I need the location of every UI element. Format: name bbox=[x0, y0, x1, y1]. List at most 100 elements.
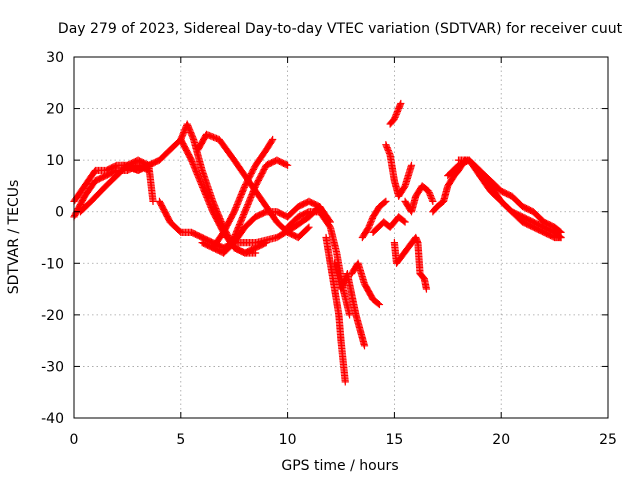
data-point bbox=[147, 160, 156, 168]
data-point bbox=[498, 188, 507, 196]
data-point bbox=[273, 208, 281, 216]
y-tick-label: -40 bbox=[41, 411, 64, 427]
data-point bbox=[194, 231, 202, 240]
data-point bbox=[296, 202, 304, 210]
data-point bbox=[187, 228, 196, 236]
data-point bbox=[195, 232, 204, 240]
data-point bbox=[95, 175, 103, 183]
series-track-m bbox=[330, 259, 369, 350]
y-tick-label: -20 bbox=[41, 308, 64, 324]
data-point bbox=[258, 210, 266, 218]
data-point bbox=[253, 212, 261, 220]
data-point bbox=[505, 191, 513, 199]
data-point bbox=[284, 161, 292, 169]
series-track-v bbox=[444, 156, 565, 236]
data-point bbox=[429, 197, 437, 205]
data-point bbox=[145, 161, 153, 169]
data-point bbox=[110, 162, 118, 171]
data-point bbox=[187, 155, 195, 163]
data-point bbox=[300, 200, 308, 208]
data-point bbox=[297, 201, 305, 209]
data-point bbox=[197, 233, 205, 241]
data-point bbox=[246, 246, 254, 254]
data-point bbox=[400, 183, 408, 191]
data-point bbox=[360, 342, 369, 350]
data-point bbox=[201, 240, 209, 248]
data-point bbox=[198, 239, 206, 247]
data-point bbox=[296, 212, 304, 220]
data-point bbox=[497, 187, 505, 195]
data-point bbox=[237, 247, 245, 255]
data-point bbox=[274, 157, 282, 165]
data-point bbox=[141, 163, 149, 171]
data-point bbox=[150, 159, 158, 167]
data-point bbox=[534, 226, 543, 234]
data-point bbox=[541, 229, 549, 237]
data-point bbox=[103, 166, 111, 174]
data-point bbox=[530, 224, 539, 232]
data-point bbox=[518, 202, 527, 211]
series-track-p bbox=[369, 213, 409, 236]
data-point bbox=[191, 230, 200, 238]
data-point bbox=[111, 162, 119, 170]
data-point bbox=[529, 223, 537, 231]
data-point bbox=[297, 211, 305, 220]
data-point bbox=[304, 208, 312, 216]
data-point bbox=[279, 159, 288, 167]
data-point bbox=[522, 204, 531, 213]
data-point bbox=[518, 218, 527, 226]
data-point bbox=[109, 163, 117, 171]
data-point bbox=[254, 211, 262, 220]
data-point bbox=[153, 157, 161, 166]
data-point bbox=[98, 173, 106, 182]
data-point bbox=[193, 231, 201, 239]
data-point bbox=[142, 162, 150, 171]
data-point bbox=[540, 228, 548, 236]
x-axis-label: GPS time / hours bbox=[281, 458, 398, 474]
data-point bbox=[557, 233, 565, 242]
data-point bbox=[250, 244, 258, 253]
data-point bbox=[381, 198, 389, 206]
data-point bbox=[528, 222, 536, 231]
data-point bbox=[382, 197, 390, 205]
data-point bbox=[269, 158, 277, 166]
data-point bbox=[524, 205, 532, 213]
data-point bbox=[532, 224, 540, 233]
data-point bbox=[243, 248, 252, 256]
series-track-q bbox=[382, 141, 416, 200]
data-point bbox=[521, 219, 529, 227]
y-tick-label: -10 bbox=[41, 256, 64, 272]
x-tick-label: 10 bbox=[279, 432, 297, 448]
data-point bbox=[526, 206, 535, 215]
chart-title: Day 279 of 2023, Sidereal Day-to-day VTE… bbox=[58, 21, 623, 37]
data-point bbox=[189, 229, 197, 237]
data-point bbox=[93, 176, 101, 184]
data-point bbox=[374, 300, 382, 308]
data-point bbox=[101, 172, 109, 180]
data-point bbox=[290, 231, 298, 240]
series-track-s bbox=[401, 182, 437, 216]
data-point bbox=[536, 226, 544, 235]
data-point bbox=[151, 158, 160, 166]
data-point bbox=[549, 233, 557, 241]
data-point bbox=[235, 246, 244, 254]
data-point bbox=[375, 300, 384, 309]
axis-ticks: 0 5 10 15 20 25 -40 -30 -20 -10 0 10 20 30 bbox=[41, 50, 617, 448]
data-point bbox=[520, 203, 528, 211]
data-point bbox=[312, 201, 320, 209]
data-point bbox=[407, 161, 416, 169]
series-track-x bbox=[476, 172, 565, 242]
data-point bbox=[257, 210, 265, 218]
data-point bbox=[130, 158, 138, 166]
data-point bbox=[255, 211, 264, 219]
data-point bbox=[263, 161, 272, 169]
data-point bbox=[274, 208, 282, 216]
data-point bbox=[397, 99, 405, 108]
data-point bbox=[134, 156, 142, 164]
data-point bbox=[265, 160, 273, 168]
data-point bbox=[275, 209, 284, 217]
data-point bbox=[266, 159, 274, 167]
series-track-r bbox=[386, 99, 405, 128]
data-point bbox=[138, 164, 146, 173]
